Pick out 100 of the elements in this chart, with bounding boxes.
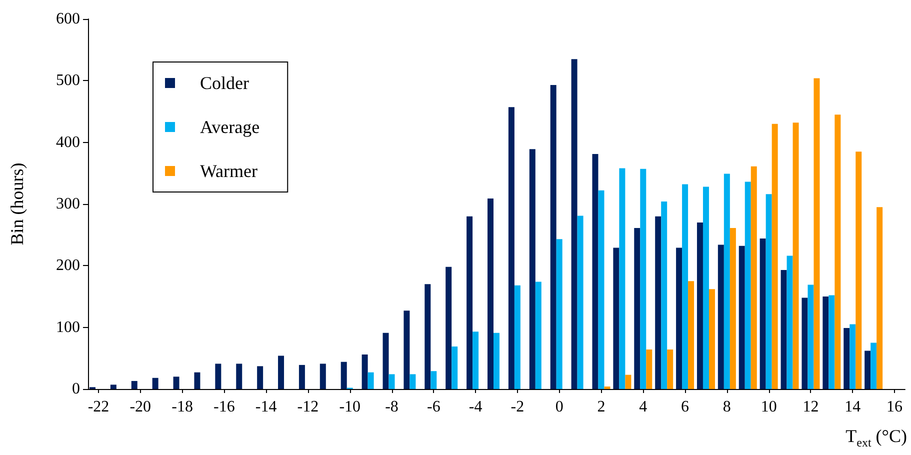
bar [215, 364, 222, 389]
bar [744, 182, 751, 389]
bar [676, 248, 682, 389]
bar [688, 281, 694, 389]
bar [466, 216, 473, 389]
x-tick-label: 14 [844, 398, 861, 416]
bar [446, 266, 452, 389]
x-tick-label: 0 [555, 398, 564, 416]
x-tick-label: 6 [681, 398, 690, 416]
bar [550, 84, 556, 389]
bar [152, 378, 158, 389]
bar [368, 372, 374, 389]
x-tick-label: -8 [385, 398, 398, 416]
x-tick-label: 10 [760, 398, 777, 416]
bar [298, 364, 305, 389]
bar [646, 350, 652, 389]
bar [718, 244, 724, 389]
bar [802, 298, 808, 389]
bar [844, 328, 850, 389]
y-tick-label: 300 [56, 196, 80, 212]
bar [661, 202, 668, 389]
bar [772, 124, 778, 389]
y-tick-label: 500 [56, 72, 80, 90]
bar [494, 332, 500, 389]
bar [786, 256, 793, 389]
bar [110, 384, 116, 389]
bar [634, 228, 640, 389]
x-tick-label: -10 [339, 398, 361, 416]
bar [571, 59, 578, 389]
bar [708, 289, 715, 389]
bar [535, 282, 542, 389]
bar [822, 296, 829, 389]
bar [682, 184, 688, 389]
bar [488, 198, 494, 389]
legend-label: Warmer [200, 161, 258, 181]
bar [640, 168, 646, 389]
bar [730, 228, 736, 389]
bar [856, 152, 862, 389]
bar [404, 310, 410, 389]
bar [780, 270, 787, 389]
x-tick-label: -4 [468, 398, 482, 416]
bar [613, 248, 620, 389]
bar [529, 149, 536, 389]
x-tick-label: -6 [426, 398, 440, 416]
bar [696, 222, 703, 389]
bar [766, 194, 772, 389]
bar [508, 107, 514, 389]
bar [131, 380, 138, 389]
bar [592, 154, 598, 389]
bar [556, 239, 562, 389]
y-tick-label: 100 [56, 318, 80, 336]
x-tick-label: -22 [88, 398, 110, 416]
bar [362, 354, 368, 389]
bar [750, 166, 757, 389]
bar [173, 376, 180, 389]
bar [388, 374, 395, 389]
bar [452, 346, 458, 389]
bar [598, 190, 604, 389]
x-tick-label: -14 [255, 398, 277, 416]
bar [410, 374, 416, 389]
bar [667, 350, 674, 389]
bar [278, 356, 284, 389]
x-tick-label: 8 [722, 398, 731, 416]
bar [808, 284, 814, 389]
bar [514, 285, 520, 389]
bar [340, 362, 347, 389]
y-tick-label: 200 [56, 257, 80, 274]
x-tick-label: 2 [597, 398, 606, 416]
bar [876, 207, 883, 389]
bar [828, 295, 835, 389]
x-tick-label: 4 [639, 398, 648, 416]
bar [625, 374, 632, 389]
x-tick-label: -20 [130, 398, 152, 416]
legend-label: Average [200, 117, 260, 137]
bar [655, 216, 662, 389]
bar [619, 168, 626, 389]
y-axis-title: Bin (hours) [7, 162, 27, 246]
y-tick-label: 0 [72, 380, 80, 398]
x-tick-label: -16 [214, 398, 235, 416]
x-tick-label: -2 [510, 398, 524, 416]
bar [430, 371, 437, 389]
x-tick-label: 16 [886, 398, 903, 416]
bar [702, 186, 709, 389]
bar [424, 284, 431, 389]
bar [257, 366, 264, 389]
bar [864, 350, 871, 389]
bar [834, 114, 841, 389]
y-tick-label: 400 [56, 134, 80, 151]
x-tick-label: -12 [297, 398, 319, 416]
bar [870, 342, 877, 389]
bar [472, 332, 479, 389]
bar [194, 372, 200, 389]
bar [382, 332, 389, 389]
legend-label: Colder [200, 73, 249, 93]
bar [236, 364, 242, 389]
bar [577, 216, 584, 389]
x-axis-title: T$_{ext}$ (°C) [846, 426, 907, 451]
bar [850, 324, 856, 389]
bar [814, 78, 820, 389]
bar [738, 246, 745, 389]
